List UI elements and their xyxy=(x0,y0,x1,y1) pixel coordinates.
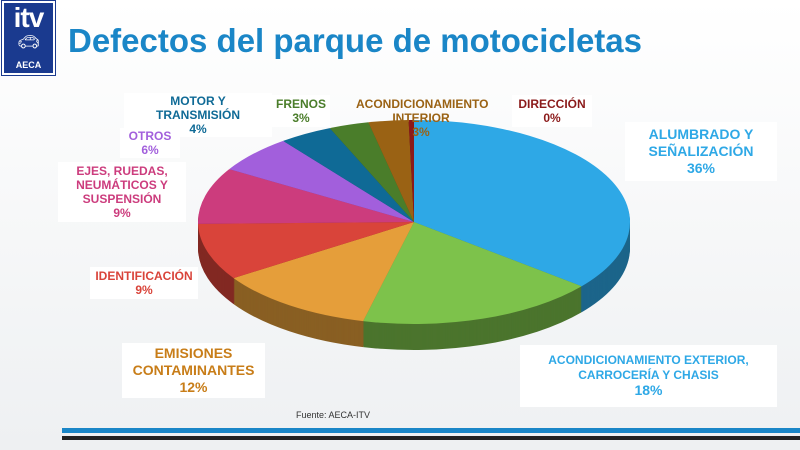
pie-slice-2 xyxy=(233,222,414,322)
footer-bar-dark xyxy=(62,436,800,440)
pie-slice-1 xyxy=(363,222,582,324)
page-title: Defectos del parque de motocicletas xyxy=(68,22,643,59)
label-acond-interior: ACONDICIONAMIENTO INTERIOR 3% xyxy=(356,97,489,139)
pie-slice-5 xyxy=(229,140,414,222)
pie-slice-7 xyxy=(329,122,414,222)
label-acond-exterior: ACONDICIONAMIENTO EXTERIOR, CARROCERÍA Y… xyxy=(520,345,777,407)
label-alumbrado: ALUMBRADO Y SEÑALIZACIÓN 36% xyxy=(625,122,777,181)
label-identificacion: IDENTIFICACIÓN 9% xyxy=(90,267,198,299)
source-note: Fuente: AECA-ITV xyxy=(296,410,371,420)
pie-slice-8 xyxy=(368,120,414,222)
footer-bar-blue xyxy=(62,428,800,433)
pie-slice-9 xyxy=(408,120,414,222)
car-icon: 🚗︎ xyxy=(17,32,40,52)
pie-slice-4 xyxy=(198,169,414,224)
pie-slice-0 xyxy=(414,120,631,287)
label-frenos: FRENOS 3% xyxy=(272,95,330,127)
label-emisiones: EMISIONES CONTAMINANTES 12% xyxy=(122,343,265,398)
logo-text: itv xyxy=(13,2,45,33)
label-ejes: EJES, RUEDAS, NEUMÁTICOS Y SUSPENSIÓN 9% xyxy=(58,162,186,222)
label-direccion: DIRECCIÓN 0% xyxy=(512,95,592,127)
pie-slice-3 xyxy=(198,222,414,279)
label-otros: OTROS 6% xyxy=(120,128,180,158)
pie-slice-6 xyxy=(283,128,414,222)
logo-sub: AECA xyxy=(15,60,42,70)
itv-aeca-logo: itv 🚗︎ AECA xyxy=(1,0,56,76)
